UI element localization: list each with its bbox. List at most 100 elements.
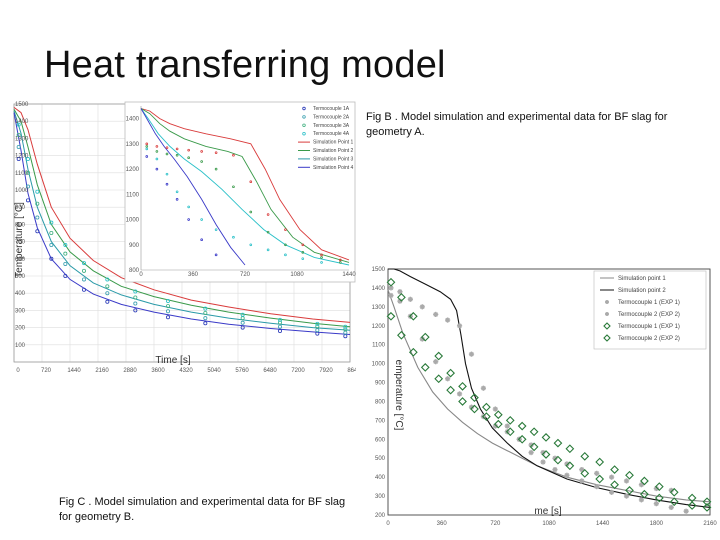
fig-c-inset-series-line-3 — [140, 108, 246, 266]
fig-b-data-point-stroke-3 — [408, 296, 413, 302]
fig-b-data-point-stroke-3 — [397, 289, 403, 295]
fig-c-data-point — [49, 243, 54, 248]
fig-b-data-point — [553, 438, 563, 448]
fig-b-data-point-stroke-3 — [388, 293, 394, 298]
fig-c-data-point — [165, 304, 170, 309]
fig-b-xtick-label: 1800 — [650, 521, 664, 527]
fig-b-data-point — [553, 455, 563, 465]
fig-b-legend-swatch — [605, 312, 609, 316]
fig-b-data-point — [434, 374, 444, 384]
fig-b-legend-swatch — [603, 322, 611, 330]
fig-b-data-point — [638, 497, 645, 503]
fig-b-data-point — [434, 351, 444, 361]
fig-b-data-point — [388, 292, 394, 299]
fig-c-xtick-label: 5760 — [235, 368, 249, 374]
fig-b-xtick-label: 360 — [437, 521, 448, 527]
fig-b-data-point — [702, 497, 712, 507]
fig-c-data-point — [165, 315, 170, 320]
fig-b-data-point — [492, 406, 498, 412]
fig-c-inset-xtick-label: 360 — [188, 272, 199, 278]
fig-b-data-point-stroke-3 — [668, 505, 674, 510]
fig-b-ylabel: emperature [°C] — [393, 360, 404, 431]
fig-b-data-point — [529, 427, 539, 437]
fig-b-data-point — [458, 397, 467, 406]
fig-c-data-point — [49, 256, 54, 261]
fig-c-xtick-label: 8640 — [347, 368, 356, 374]
fig-b-data-point — [623, 478, 630, 484]
fig-b-data-point-stroke-3 — [419, 304, 425, 310]
fig-b-data-point — [458, 381, 467, 391]
fig-b-data-point — [595, 457, 605, 467]
fig-c-data-point — [105, 299, 110, 304]
fig-c-inset-data-point — [200, 218, 203, 221]
fig-c-data-point — [133, 295, 138, 300]
fig-c-xtick-label: 1440 — [67, 368, 81, 374]
fig-b-data-point — [456, 391, 463, 397]
fig-b-data-point-stroke-3 — [528, 442, 534, 448]
fig-c-inset-series-line-1 — [140, 108, 350, 263]
caption-fig-c: Fig C . Model simulation and experimenta… — [59, 496, 346, 523]
fig-c-data-point — [16, 157, 21, 162]
fig-c-inset-ytick-label: 800 — [129, 268, 140, 274]
fig-b-legend-label: Termocouple 2 (EXP 2) — [618, 312, 680, 318]
fig-c-series-line-0 — [13, 106, 351, 323]
fig-b-data-point — [445, 376, 451, 382]
fig-b-data-point-stroke-3 — [481, 385, 486, 391]
fig-b-ytick-label: 1500 — [372, 267, 386, 273]
fig-c-data-point — [63, 261, 68, 266]
fig-c-data-point — [16, 122, 21, 127]
fig-c-ytick-label: 1100 — [15, 171, 29, 177]
fig-c-ytick-label: 1400 — [15, 119, 29, 125]
fig-c-xtick-label: 7920 — [319, 368, 333, 374]
fig-b-data-point-stroke-3 — [609, 474, 614, 480]
fig-b-data-point — [540, 459, 546, 465]
fig-c-data-point — [105, 291, 110, 296]
fig-c-inset-data-point — [339, 261, 342, 264]
fig-c-data-point — [315, 321, 320, 326]
fig-b-data-point — [468, 351, 475, 357]
fig-b-data-point — [446, 385, 455, 395]
fig-c-inset-data-point — [301, 257, 305, 260]
fig-c-legend-swatch — [302, 123, 306, 127]
fig-c-legend-label: Termocouple 3A — [313, 123, 350, 129]
fig-b-data-point — [541, 433, 551, 442]
fig-c-inset-data-point — [266, 230, 270, 234]
fig-b-legend-swatch-stroke-3 — [605, 312, 609, 316]
slide-title: Heat transferring model — [44, 44, 446, 86]
fig-c-data-point — [82, 277, 87, 282]
fig-c-inset-data-point — [200, 238, 203, 242]
fig-c-data-point — [165, 298, 170, 303]
fig-c-data-point — [203, 310, 208, 315]
fig-b-data-point-stroke-3 — [579, 467, 585, 472]
fig-b-data-point-stroke-3 — [594, 471, 600, 476]
fig-c-inset-data-point — [155, 157, 159, 161]
fig-b-data-point — [493, 410, 503, 420]
fig-c-ytick-label: 300 — [15, 308, 26, 314]
fig-b-data-point — [482, 412, 491, 421]
fig-b-legend: Simulation point 1 Simulation point 2 Term… — [593, 270, 707, 350]
fig-c-legend-label: Termocouple 1A — [313, 106, 350, 112]
fig-b-data-point — [640, 476, 649, 486]
fig-b-ytick-label: 1400 — [372, 286, 386, 292]
fig-b-data-point — [517, 434, 527, 444]
fig-b-legend-swatch — [603, 334, 611, 342]
fig-c-data-point — [240, 320, 245, 325]
fig-c-inset-data-point — [155, 150, 159, 153]
fig-b-data-point — [610, 465, 619, 474]
fig-c-inset-data-point — [165, 172, 169, 176]
fig-c-xtick-label: 2880 — [123, 368, 137, 374]
fig-b-data-point-stroke-3 — [493, 423, 498, 429]
fig-c-inset-data-point — [284, 253, 287, 257]
fig-b-ytick-label: 300 — [375, 494, 386, 500]
fig-b-data-point-stroke-3 — [528, 450, 534, 455]
fig-b-data-point — [480, 385, 487, 391]
fig-b-data-point-stroke-3 — [469, 351, 474, 357]
fig-c-inset-data-point — [214, 228, 218, 231]
fig-b-data-point-stroke-3 — [433, 359, 439, 365]
fig-b-ytick-label: 500 — [375, 456, 386, 462]
fig-b-data-point — [386, 311, 396, 321]
fig-b-xtick-label: 2160 — [703, 521, 717, 527]
fig-b-data-point — [504, 423, 510, 429]
fig-b-legend-swatch — [605, 300, 609, 304]
fig-c-inset: 0 360 720 1080 1440 800 900 1000 1100 1200 1300 140… — [124, 101, 356, 283]
